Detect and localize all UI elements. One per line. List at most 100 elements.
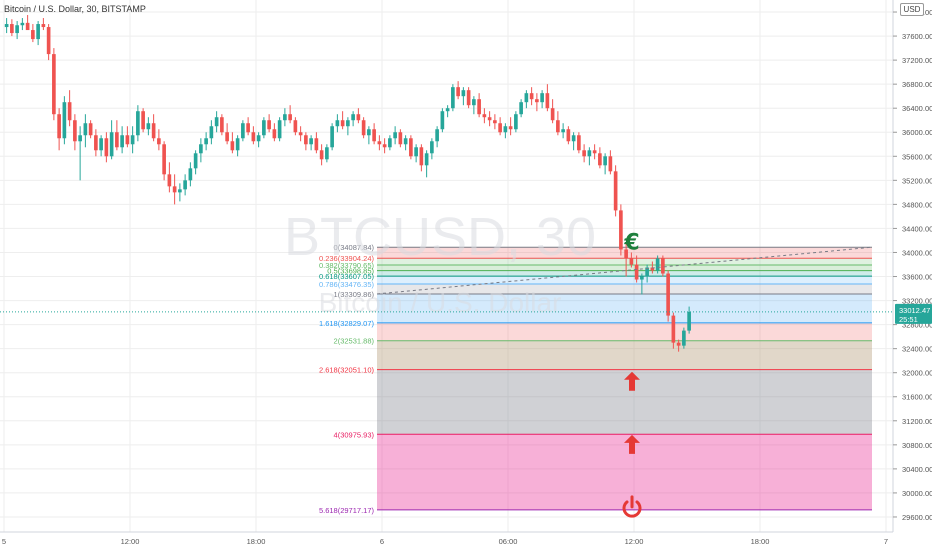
candle-body [241, 123, 245, 139]
candle-body [10, 24, 14, 34]
candle-body [309, 138, 313, 145]
arrow-up-shape [624, 434, 640, 454]
candle-body [687, 311, 691, 331]
currency-badge[interactable]: USD [900, 3, 924, 16]
price-axis-bg [893, 0, 932, 550]
candle-body [125, 135, 130, 145]
candle-body [204, 138, 208, 145]
candle-body [99, 138, 103, 151]
candle-body [351, 114, 355, 121]
fib-zone [377, 434, 872, 510]
fib-zone [377, 322, 872, 341]
candle-body [661, 258, 665, 274]
candle-body [162, 144, 166, 175]
candle-body [619, 210, 623, 250]
candle-body [382, 144, 387, 148]
price-tick-label: 30400.00 [902, 465, 932, 474]
trendline-dashed [376, 246, 873, 295]
time-axis[interactable]: 512:0018:00606:0012:0018:00706:0012:0018… [0, 531, 932, 550]
candle-body [267, 120, 271, 130]
candle-body [167, 174, 172, 187]
countdown-label: 25:51 [899, 315, 918, 324]
euro-icon: € [623, 230, 639, 255]
annotation-icons: € [622, 230, 642, 518]
candle-body [666, 273, 670, 316]
candle-body [325, 147, 329, 160]
candle-body [372, 129, 376, 142]
candle-body [78, 135, 82, 142]
candle-body [682, 330, 686, 346]
power-icon [622, 495, 642, 518]
candle-body [424, 153, 429, 166]
candle-body [235, 138, 240, 151]
candle-body [188, 168, 193, 181]
candle-body [272, 129, 277, 139]
arrow-up-icon-2 [624, 434, 640, 454]
candle-body [335, 120, 340, 127]
candle-body [598, 153, 602, 166]
candle-body [613, 171, 618, 211]
candle-body [508, 126, 513, 130]
price-tick-label: 33200.00 [902, 297, 932, 306]
trendline[interactable] [376, 246, 873, 295]
candle-body [435, 129, 439, 142]
candle-body [445, 108, 450, 112]
candle-body [15, 25, 19, 34]
candle-body [356, 114, 361, 121]
candle-body [671, 315, 676, 343]
candle-body [46, 27, 51, 55]
candle-body [587, 150, 592, 157]
candle-body [298, 132, 303, 136]
price-tick-label: 32000.00 [902, 369, 932, 378]
fibonacci-extension[interactable]: 0(34087.84) 0.236(33904.24)0.382(33790.65… [319, 243, 872, 515]
candle-body [414, 147, 418, 157]
candle-body [157, 138, 161, 145]
candle-body [230, 141, 235, 151]
candle-body [524, 93, 529, 103]
candle-body [57, 114, 61, 139]
candle-body [88, 123, 93, 136]
time-tick-label: 12:00 [121, 537, 140, 546]
candle-body [487, 117, 492, 121]
price-tick-label: 35200.00 [902, 176, 932, 185]
candle-body [83, 123, 88, 136]
price-tick-label: 32400.00 [902, 345, 932, 354]
price-tick-label: 30000.00 [902, 489, 932, 498]
fib-level-label: 4(30975.93) [334, 430, 375, 439]
fib-level-label: 0.786(33476.35) [319, 280, 375, 289]
candle-body [603, 156, 607, 166]
candle-body [346, 120, 350, 127]
candle-body [629, 258, 634, 265]
candle-body [4, 24, 9, 28]
fib-level-label: 2(32531.88) [334, 337, 375, 346]
candle-body [361, 120, 366, 136]
price-tick-label: 29600.00 [902, 513, 932, 522]
candle-body [256, 135, 261, 142]
candle-body [561, 129, 565, 133]
candle-body [503, 126, 508, 133]
candle-body [367, 129, 371, 136]
candle-body [535, 99, 539, 103]
price-tick-label: 37200.00 [902, 56, 932, 65]
watermark-symbol: BTCUSD, 30 [284, 207, 596, 267]
candle-body [550, 108, 555, 121]
arrow-up-icon-1 [624, 371, 640, 391]
price-tick-label: 31600.00 [902, 393, 932, 402]
candle-body [676, 342, 681, 346]
price-tick-label: 30800.00 [902, 441, 932, 450]
candle-body [409, 138, 413, 157]
price-tick-label: 32800.00 [902, 321, 932, 330]
candle-body [193, 153, 198, 169]
candle-body [52, 54, 56, 115]
candle-body [209, 126, 214, 139]
candle-body [172, 186, 177, 193]
candle-body [545, 93, 550, 109]
candle-body [151, 123, 156, 139]
price-tick-label: 34800.00 [902, 200, 932, 209]
current-price-label: 33012.47 [899, 306, 930, 315]
candle-body [529, 93, 534, 100]
candle-body [251, 132, 256, 142]
